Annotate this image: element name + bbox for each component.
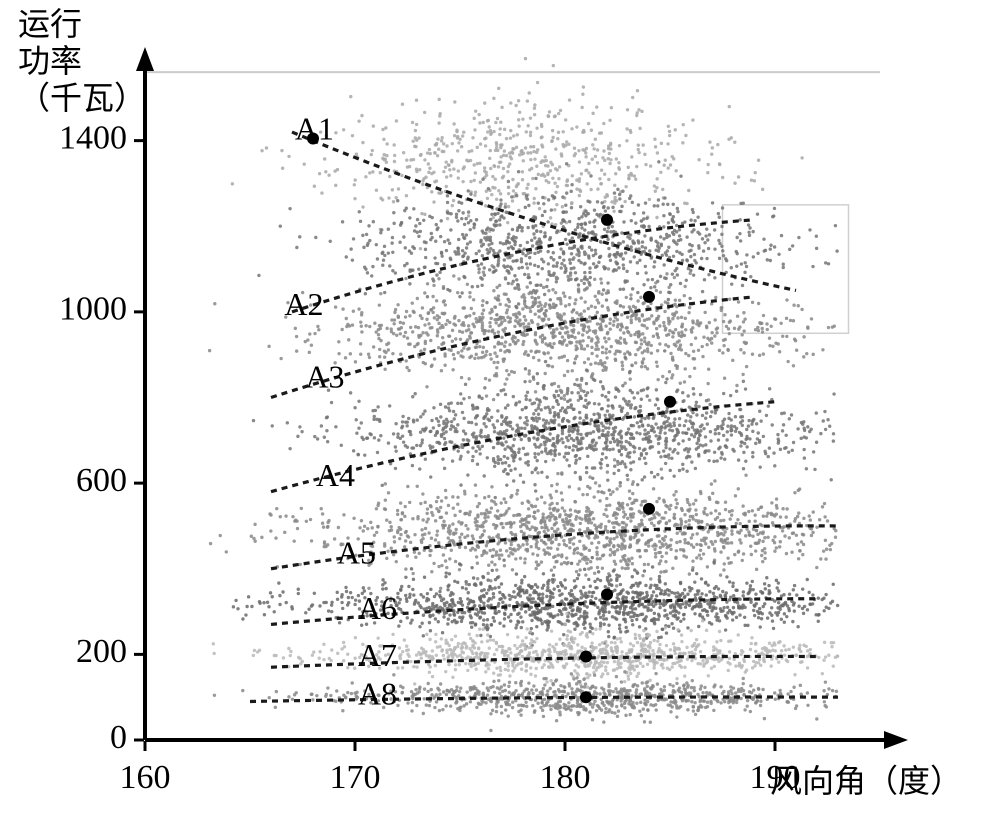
y-tick-600: 600: [76, 462, 127, 499]
y-tick-0: 0: [110, 719, 127, 756]
marker-A8: [580, 691, 592, 703]
y-tick-1400: 1400: [59, 119, 127, 156]
marker-A7: [580, 651, 592, 663]
series-label-A7: A7: [358, 637, 397, 673]
scatter-layer: [208, 57, 839, 732]
series-label-A6: A6: [358, 590, 397, 626]
y-axis-label: 运行 功率 （千瓦）: [18, 6, 146, 116]
marker-A3: [643, 291, 655, 303]
chart-svg: A1 A2 A3 A4 A5 A6 A7A8 0 200 600 1000 1400 160 170 180…: [0, 0, 1000, 833]
series-label-A5: A5: [337, 534, 376, 570]
y-tick-1000: 1000: [59, 291, 127, 328]
x-tick-170: 170: [330, 759, 381, 796]
x-axis-label: 风向角（度）: [770, 756, 962, 802]
series-label-A8: A8: [358, 676, 397, 712]
x-axis-arrow: [884, 731, 908, 749]
scatter-A1: [231, 57, 804, 250]
marker-A5: [643, 503, 655, 515]
x-tick-180: 180: [540, 759, 591, 796]
power-vs-wind-direction-chart: A1 A2 A3 A4 A5 A6 A7A8 0 200 600 1000 1400 160 170 180…: [0, 0, 1000, 833]
series-label-A3: A3: [305, 359, 344, 395]
y-tick-200: 200: [76, 633, 127, 670]
x-tick-160: 160: [120, 759, 171, 796]
series-label-A4: A4: [316, 457, 355, 493]
marker-A6: [601, 588, 613, 600]
scatter-A7: [212, 612, 840, 689]
series-label-A2: A2: [284, 286, 323, 322]
marker-A2: [601, 214, 613, 226]
series-label-A1: A1: [295, 110, 334, 146]
marker-A4: [664, 396, 676, 408]
